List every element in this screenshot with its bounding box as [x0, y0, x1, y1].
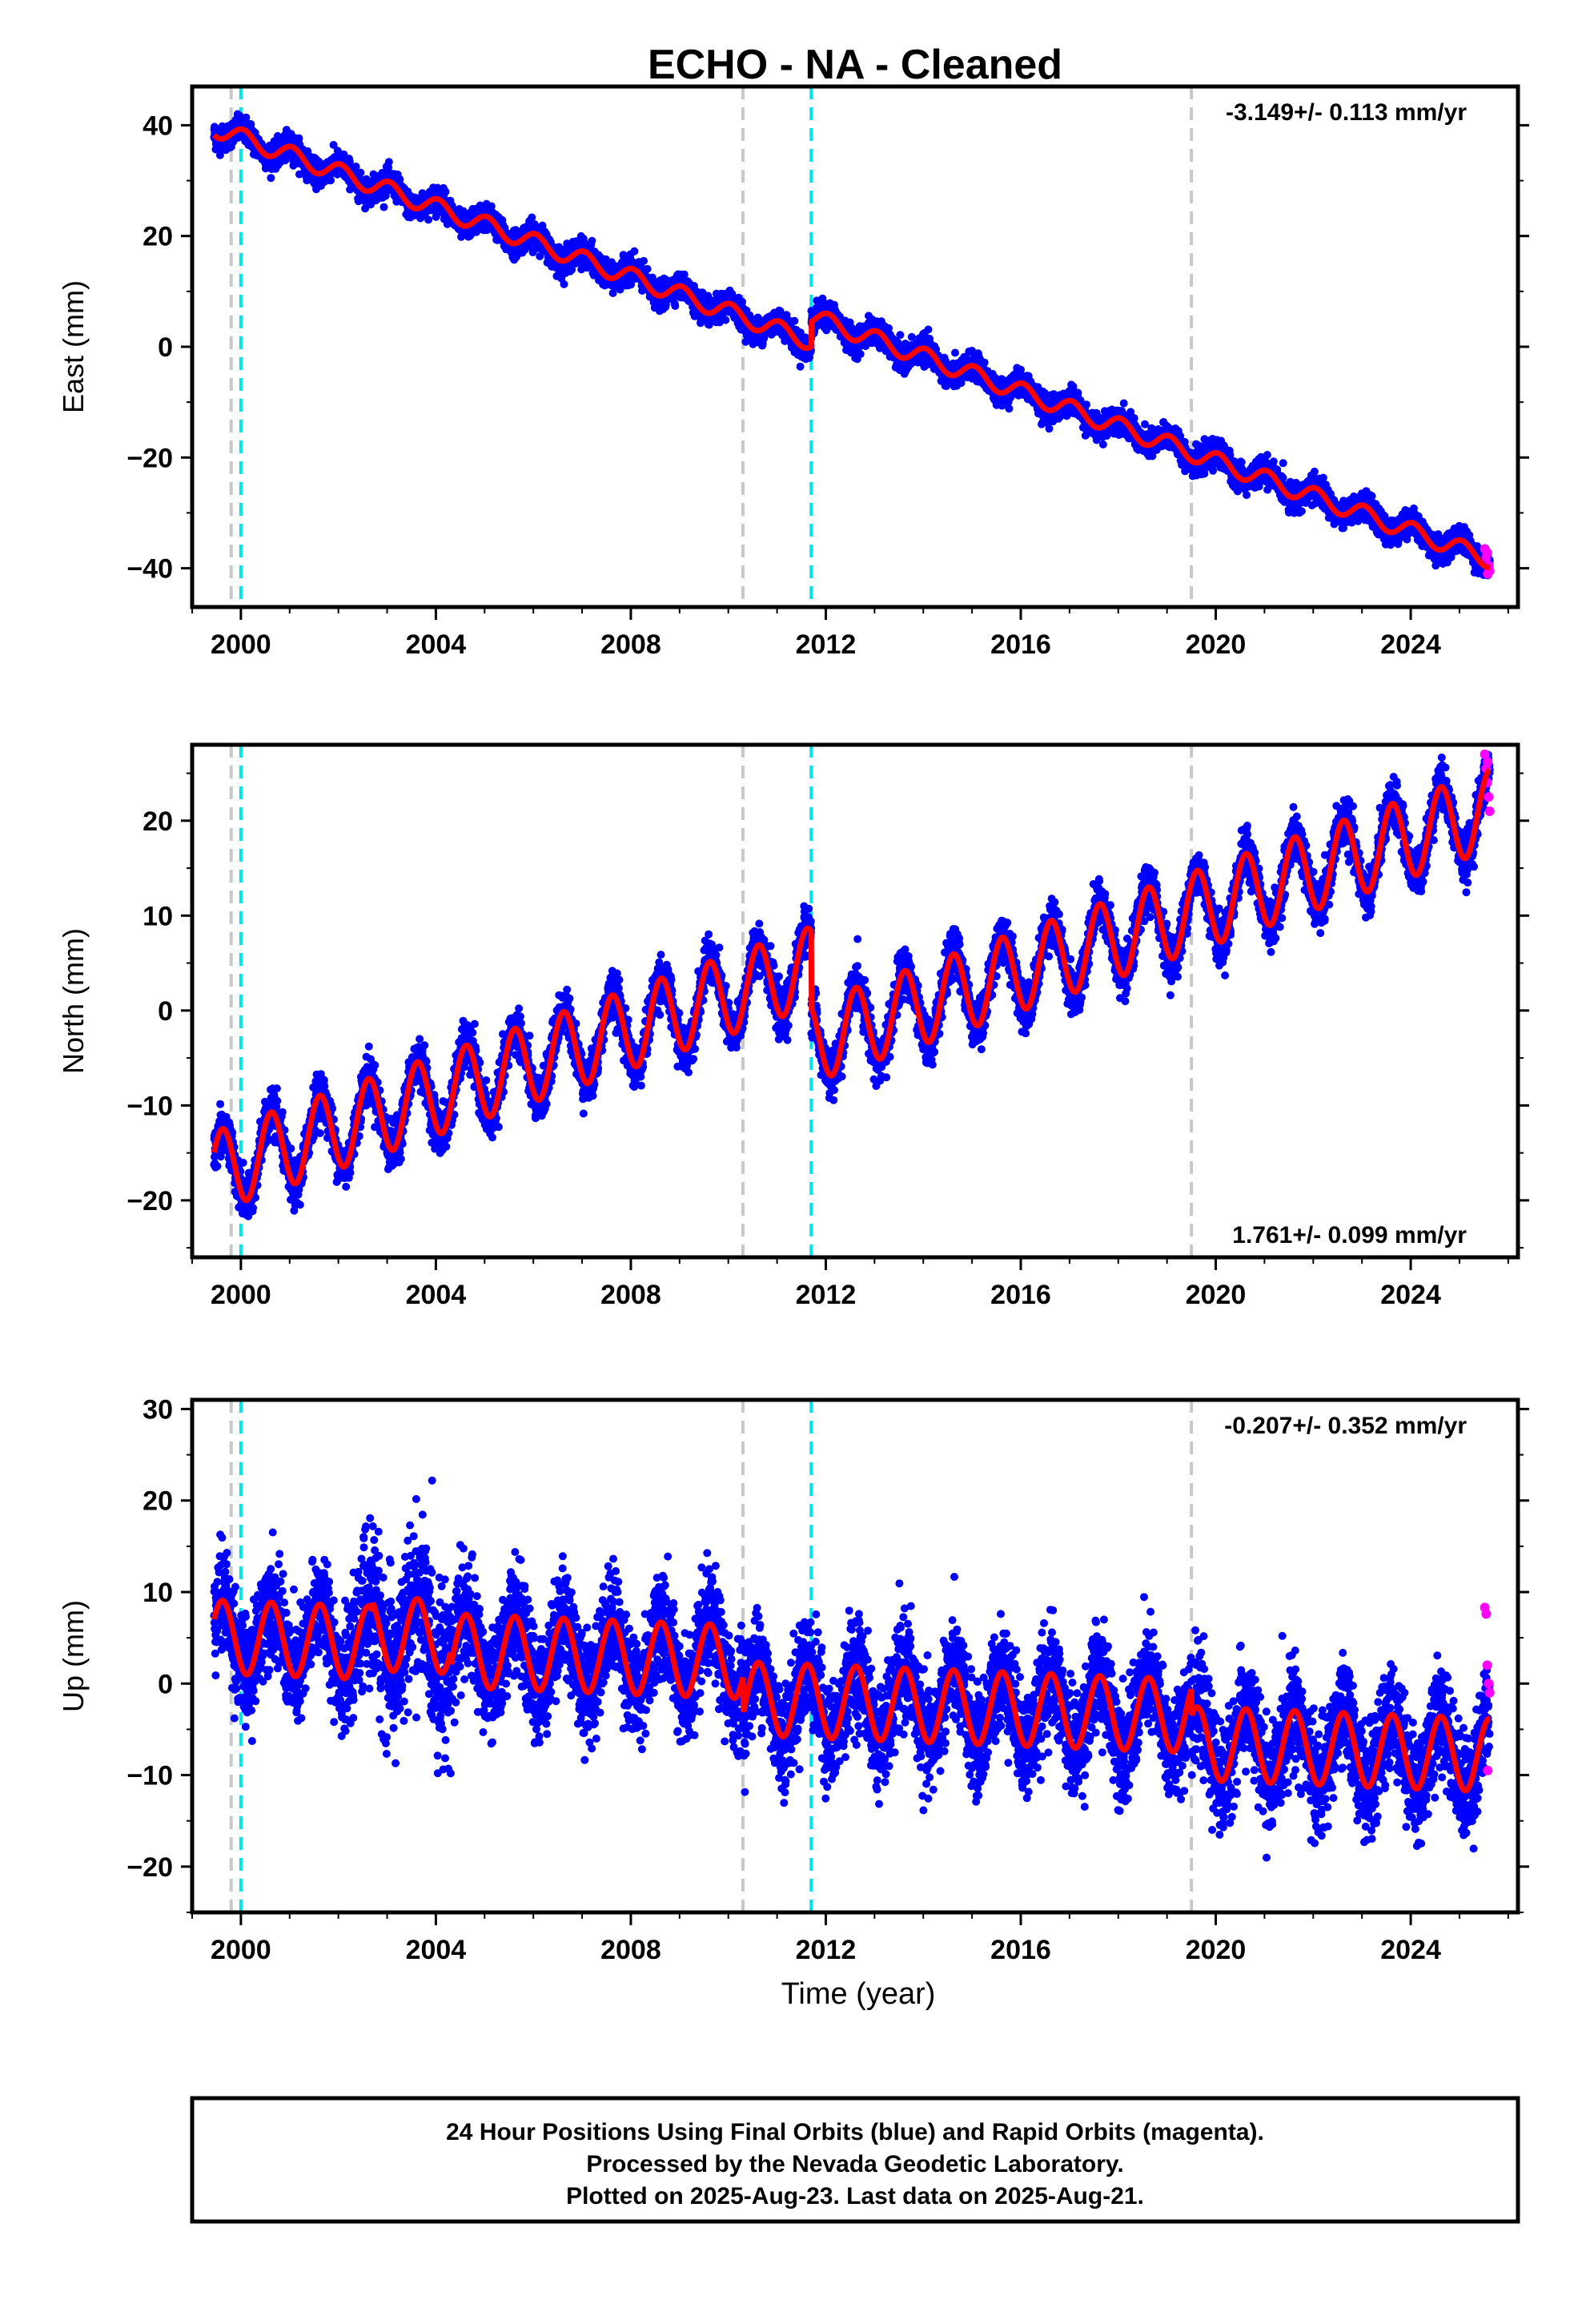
- data-point: [361, 204, 370, 213]
- data-point: [327, 176, 335, 185]
- data-point: [441, 187, 450, 196]
- data-point: [295, 134, 303, 143]
- data-point: [640, 256, 648, 265]
- data-point: [643, 264, 652, 273]
- data-point: [856, 350, 865, 359]
- data-point: [384, 158, 393, 167]
- data-point: [630, 247, 639, 255]
- data-point: [721, 316, 730, 324]
- data-point: [790, 316, 799, 325]
- final-orbit-points: [210, 110, 1494, 580]
- data-point: [396, 175, 404, 184]
- data-point: [980, 358, 989, 367]
- data-point: [356, 168, 365, 177]
- data-point: [351, 163, 360, 171]
- data-point: [896, 331, 905, 340]
- data-point: [588, 236, 596, 245]
- data-point: [924, 325, 933, 334]
- data-point: [1005, 404, 1014, 413]
- data-point: [267, 174, 275, 183]
- data-point: [247, 120, 255, 128]
- data-point: [424, 215, 433, 224]
- data-point: [951, 348, 959, 357]
- figure-title: ECHO - NA - Cleaned: [648, 42, 1062, 88]
- data-point: [329, 141, 338, 149]
- data-point: [345, 157, 354, 166]
- data-point: [671, 302, 680, 310]
- data-point: [560, 279, 568, 288]
- data-point: [796, 362, 805, 371]
- data-point: [379, 203, 388, 211]
